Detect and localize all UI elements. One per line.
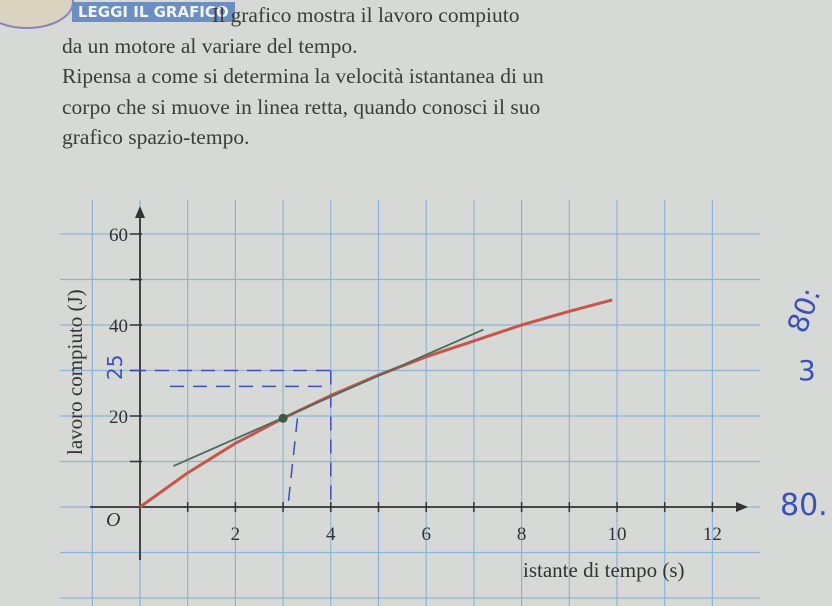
- grid: [60, 200, 760, 606]
- y-axis-label: lavoro compiuto (J): [63, 289, 87, 455]
- text-line: corpo che si muove in linea retta, quand…: [62, 94, 541, 119]
- section-badge: LEGGI IL GRAFICO: [72, 2, 235, 22]
- y-axis-arrow: [135, 206, 145, 218]
- text-line: Il grafico mostra il lavoro compiuto: [212, 3, 520, 27]
- y-tick-label: 40: [109, 316, 128, 337]
- x-tick-label: 4: [326, 524, 336, 545]
- x-tick-label: 2: [231, 524, 241, 545]
- x-axis-arrow: [736, 502, 748, 512]
- exercise-text: Il grafico mostra il lavoro compiuto da …: [62, 0, 822, 153]
- text-line: Ripensa a come si determina la velocità …: [62, 64, 544, 88]
- text-line: grafico spazio-tempo.: [62, 125, 250, 149]
- x-tick-label: 10: [608, 524, 627, 545]
- handwritten-margin-note: 3: [798, 354, 816, 387]
- handwritten-margin-note: 80.: [780, 488, 828, 523]
- x-tick-label: 8: [517, 524, 527, 545]
- x-tick-label: 6: [421, 524, 431, 545]
- y-tick-label: 60: [109, 225, 128, 246]
- work-curve: [139, 298, 613, 509]
- y-tick-label: 20: [109, 407, 128, 428]
- marked-point: [278, 413, 288, 423]
- origin-label: O: [106, 509, 120, 531]
- axes: 2 4 6 8 10 12 20 40 60: [90, 206, 748, 560]
- marks: [132, 298, 613, 509]
- handwritten-y-note: 25: [103, 355, 127, 380]
- x-tick-label: 12: [703, 524, 722, 545]
- handwritten-margin-note: 80:: [781, 283, 827, 337]
- tangent-line: [173, 328, 484, 467]
- handwritten-dashed-guides: [132, 369, 332, 508]
- x-axis-label: istante di tempo (s): [523, 558, 685, 582]
- text-line: da un motore al variare del tempo.: [62, 33, 358, 58]
